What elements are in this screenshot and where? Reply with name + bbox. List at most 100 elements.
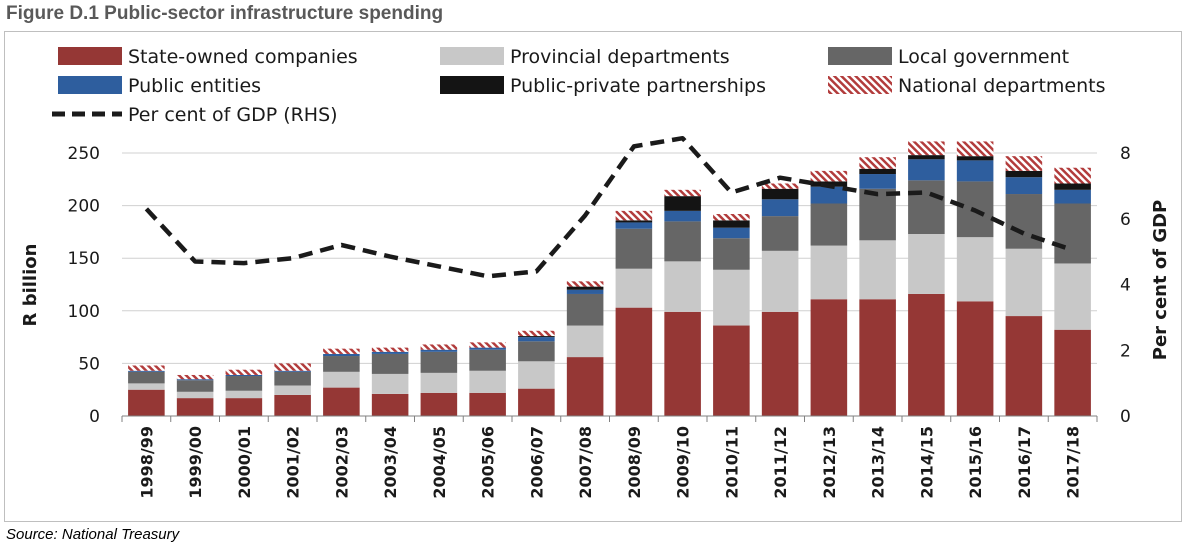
x-tick-label: 2002/03 xyxy=(332,426,351,499)
x-tick-label: 2012/13 xyxy=(820,426,839,499)
bar-segment-provincial-departments xyxy=(859,240,896,300)
bar-segment-provincial-departments xyxy=(274,385,311,395)
bar-segment-public-private-partnerships xyxy=(615,220,653,223)
bar-segment-provincial-departments xyxy=(664,261,701,312)
bar-segment-national-departments xyxy=(810,170,848,182)
x-tick-label: 2005/06 xyxy=(479,426,498,499)
bar-segment-national-departments xyxy=(323,348,360,354)
bar-segment-national-departments xyxy=(518,330,555,337)
bar-segment-state-owned-companies xyxy=(615,307,653,416)
bar-segment-public-entities xyxy=(176,379,214,381)
bar-segment-national-departments xyxy=(761,183,799,189)
x-tick-label: 2001/02 xyxy=(284,426,303,499)
source-note: Source: National Treasury xyxy=(6,526,180,543)
bar-segment-local-government xyxy=(1054,203,1091,264)
bar-segment-national-departments xyxy=(1005,156,1043,171)
bar-segment-state-owned-companies xyxy=(566,357,604,416)
legend-swatch xyxy=(58,76,122,94)
bar-segment-public-entities xyxy=(371,351,409,354)
bar-segment-provincial-departments xyxy=(908,234,945,294)
bar-segment-local-government xyxy=(274,371,311,386)
x-tick-label: 2006/07 xyxy=(527,426,546,499)
bar-segment-national-departments xyxy=(566,281,604,287)
bar-segment-provincial-departments xyxy=(956,237,994,302)
y2-tick-label: 8 xyxy=(1120,144,1131,164)
bar-segment-national-departments xyxy=(176,374,214,380)
bar-segment-public-entities xyxy=(956,160,994,182)
y-tick-label: 50 xyxy=(78,354,100,374)
bar-segment-state-owned-companies xyxy=(128,389,165,416)
bar-segment-provincial-departments xyxy=(1005,248,1043,317)
bar-segment-state-owned-companies xyxy=(176,398,214,416)
legend-label: Local government xyxy=(898,46,1069,68)
bar-segment-national-departments xyxy=(664,189,701,197)
x-tick-label: 2016/17 xyxy=(1015,426,1034,499)
bar-segment-provincial-departments xyxy=(469,370,506,393)
bar-segment-state-owned-companies xyxy=(274,394,311,416)
bar-segment-local-government xyxy=(128,371,165,384)
x-tick-label: 2011/12 xyxy=(771,426,790,499)
bar-segment-public-entities xyxy=(615,222,653,229)
bar-segment-provincial-departments xyxy=(761,250,799,312)
bar-segment-national-departments xyxy=(420,344,458,350)
bar-segment-local-government xyxy=(615,228,653,269)
legend-swatch xyxy=(440,47,504,65)
x-tick-label: 2013/14 xyxy=(869,426,888,499)
bar-segment-state-owned-companies xyxy=(1005,316,1043,416)
bar-segment-public-private-partnerships xyxy=(664,196,701,211)
bar-segment-national-departments xyxy=(469,342,506,348)
bar-segment-state-owned-companies xyxy=(323,387,360,416)
bar-segment-public-private-partnerships xyxy=(859,168,896,175)
bar-segment-local-government xyxy=(176,380,214,392)
legend-label: National departments xyxy=(898,75,1106,97)
bar-segment-national-departments xyxy=(956,141,994,157)
legend-swatch xyxy=(828,76,892,94)
bar-segment-national-departments xyxy=(128,365,165,371)
bar-segment-local-government xyxy=(469,349,506,371)
bar-segment-local-government xyxy=(664,221,701,262)
bar-segment-provincial-departments xyxy=(713,269,750,326)
bar-segment-state-owned-companies xyxy=(761,311,799,416)
bar-segment-state-owned-companies xyxy=(859,299,896,416)
bar-segment-provincial-departments xyxy=(176,391,214,399)
y-tick-label: 150 xyxy=(68,249,100,269)
legend-swatch xyxy=(440,76,504,94)
bar-segment-local-government xyxy=(810,203,848,246)
bar-segment-local-government xyxy=(566,293,604,326)
bar-segment-state-owned-companies xyxy=(713,325,750,416)
bar-segment-provincial-departments xyxy=(420,372,458,393)
bar-segment-public-private-partnerships xyxy=(566,286,604,290)
x-tick-label: 2010/11 xyxy=(722,426,741,499)
bar-segment-local-government xyxy=(323,356,360,372)
bar-segment-state-owned-companies xyxy=(371,393,409,416)
legend-label: Provincial departments xyxy=(510,46,730,68)
x-tick-label: 2008/09 xyxy=(625,426,644,499)
bar-segment-local-government xyxy=(1005,194,1043,249)
figure-title: Figure D.1 Public-sector infrastructure … xyxy=(6,3,444,24)
bar-segment-public-private-partnerships xyxy=(518,336,555,338)
x-tick-label: 2017/18 xyxy=(1064,426,1083,499)
legend-label: Per cent of GDP (RHS) xyxy=(128,104,338,126)
x-tick-label: 1999/00 xyxy=(186,426,205,499)
x-tick-label: 2014/15 xyxy=(917,426,936,499)
bar-segment-public-entities xyxy=(469,347,506,350)
bar-segment-provincial-departments xyxy=(128,383,165,390)
bar-segment-national-departments xyxy=(713,214,750,221)
bar-segment-public-entities xyxy=(274,370,311,372)
bar-segment-state-owned-companies xyxy=(225,398,263,416)
bar-segment-state-owned-companies xyxy=(518,388,555,416)
x-tick-label: 2003/04 xyxy=(381,426,400,499)
bar-segment-public-private-partnerships xyxy=(1005,170,1043,178)
chart-frame xyxy=(4,31,1182,522)
x-tick-label: 2000/01 xyxy=(235,426,254,499)
bar-segment-state-owned-companies xyxy=(956,301,994,416)
legend-label: Public-private partnerships xyxy=(510,75,766,97)
bar-segment-public-private-partnerships xyxy=(713,220,750,228)
bar-segment-state-owned-companies xyxy=(810,299,848,416)
legend-swatch xyxy=(828,47,892,65)
bar-segment-public-entities xyxy=(1005,177,1043,195)
bar-segment-national-departments xyxy=(908,141,945,156)
bar-segment-national-departments xyxy=(225,369,263,375)
bar-segment-public-private-partnerships xyxy=(908,155,945,160)
